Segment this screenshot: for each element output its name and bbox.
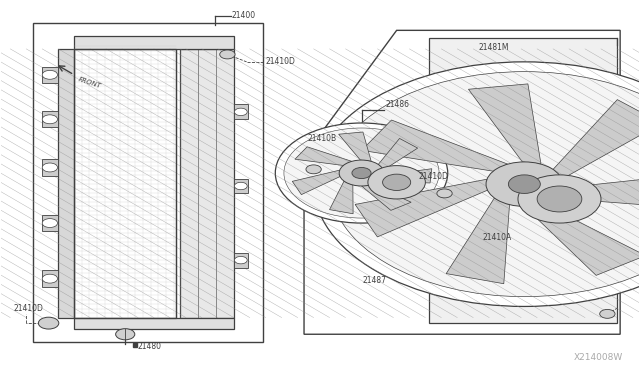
Polygon shape xyxy=(553,100,640,179)
Bar xyxy=(74,49,176,318)
Bar xyxy=(74,318,234,329)
Circle shape xyxy=(42,70,58,79)
Bar xyxy=(58,49,74,318)
Polygon shape xyxy=(378,138,418,170)
Polygon shape xyxy=(355,179,488,237)
Text: 21486: 21486 xyxy=(386,100,410,109)
Circle shape xyxy=(339,160,384,186)
Polygon shape xyxy=(330,181,353,214)
Bar xyxy=(179,49,234,318)
Polygon shape xyxy=(295,147,352,166)
Text: 21480: 21480 xyxy=(138,341,162,350)
Bar xyxy=(74,36,234,49)
Circle shape xyxy=(352,167,371,179)
Circle shape xyxy=(330,72,640,296)
Circle shape xyxy=(234,182,247,190)
Circle shape xyxy=(234,108,247,116)
Bar xyxy=(234,253,248,267)
Circle shape xyxy=(42,219,58,228)
Text: 21410D: 21410D xyxy=(266,57,296,66)
Text: 21400: 21400 xyxy=(232,11,256,20)
Circle shape xyxy=(42,163,58,172)
Circle shape xyxy=(518,175,601,223)
Polygon shape xyxy=(524,203,640,275)
Bar xyxy=(33,23,262,341)
Text: FRONT: FRONT xyxy=(77,77,102,90)
Circle shape xyxy=(368,166,426,199)
Text: 21487: 21487 xyxy=(362,276,387,285)
Circle shape xyxy=(537,186,582,212)
Polygon shape xyxy=(468,84,541,164)
Bar xyxy=(429,38,617,323)
Circle shape xyxy=(234,256,247,264)
Circle shape xyxy=(508,175,540,193)
Bar xyxy=(42,111,58,128)
Text: 21481M: 21481M xyxy=(478,42,509,51)
Circle shape xyxy=(383,174,411,190)
Bar xyxy=(42,215,58,231)
Polygon shape xyxy=(554,174,640,208)
Circle shape xyxy=(437,189,452,198)
Bar xyxy=(42,270,58,287)
Circle shape xyxy=(275,123,448,223)
Polygon shape xyxy=(446,198,509,284)
Circle shape xyxy=(42,115,58,124)
Bar xyxy=(42,67,58,83)
Text: X214008W: X214008W xyxy=(574,353,623,362)
Text: 21410B: 21410B xyxy=(307,134,337,143)
Circle shape xyxy=(314,62,640,307)
Text: 21410D: 21410D xyxy=(419,172,449,181)
Bar xyxy=(42,159,58,176)
Circle shape xyxy=(116,329,135,340)
Circle shape xyxy=(486,162,563,206)
Polygon shape xyxy=(362,185,411,210)
Bar xyxy=(234,105,248,119)
Bar xyxy=(234,179,248,193)
Polygon shape xyxy=(339,132,371,161)
Circle shape xyxy=(42,274,58,283)
Circle shape xyxy=(284,128,439,218)
Polygon shape xyxy=(304,31,620,334)
Polygon shape xyxy=(362,120,508,171)
Circle shape xyxy=(306,165,321,174)
Text: 21410D: 21410D xyxy=(13,304,44,313)
Circle shape xyxy=(220,50,235,59)
Polygon shape xyxy=(379,169,432,183)
Circle shape xyxy=(600,310,615,318)
Circle shape xyxy=(38,317,59,329)
Bar xyxy=(74,49,176,318)
Text: 21410A: 21410A xyxy=(483,233,512,243)
Polygon shape xyxy=(292,170,340,195)
